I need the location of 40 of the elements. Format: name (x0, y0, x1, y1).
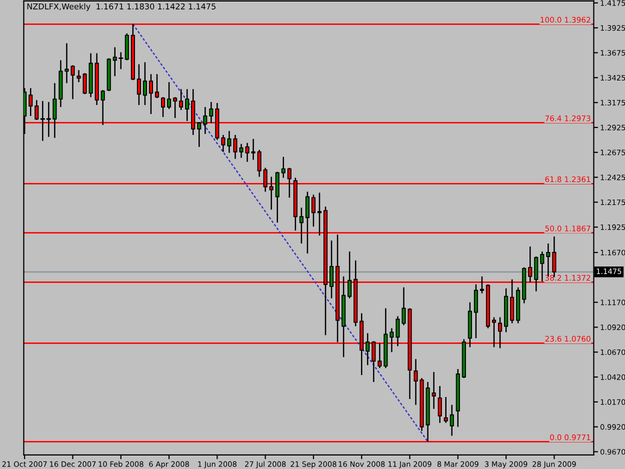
candlestick (154, 74, 160, 99)
candlestick (148, 74, 154, 115)
candlestick (311, 194, 316, 228)
candlestick (28, 87, 33, 117)
candlestick (450, 404, 454, 436)
candlestick (221, 134, 226, 152)
candlestick (474, 284, 478, 339)
candlestick (82, 72, 87, 95)
candlestick (76, 70, 81, 83)
candlestick (142, 62, 148, 106)
chart-title: NZDLFX,Weekly 1.1671 1.1830 1.1422 1.1475 (27, 3, 216, 12)
candlestick (480, 276, 484, 294)
candlestick (438, 385, 442, 424)
candlestick (197, 121, 202, 148)
candlestick (330, 240, 334, 299)
candlestick (160, 96, 166, 118)
candlestick (348, 250, 352, 299)
candlestick (136, 64, 141, 106)
candlestick (173, 96, 178, 119)
candlestick (100, 89, 105, 126)
candlestick (185, 88, 190, 122)
candlestick (299, 207, 304, 244)
candlestick (275, 171, 280, 224)
candlestick (432, 371, 436, 410)
candlestick (124, 32, 129, 61)
candlestick (209, 101, 214, 124)
candlestick (34, 99, 39, 121)
candlestick (540, 250, 544, 282)
candlestick (366, 332, 370, 366)
candlestick (305, 191, 310, 254)
candlestick (179, 88, 184, 111)
candlestick (251, 138, 256, 160)
candlestick (167, 82, 172, 110)
candlestick (257, 149, 262, 178)
candlestick (281, 156, 286, 178)
candlestick (414, 358, 418, 406)
candlestick (534, 256, 538, 292)
candlestick (203, 106, 208, 135)
candlestick (390, 328, 394, 353)
candlestick (444, 396, 448, 424)
